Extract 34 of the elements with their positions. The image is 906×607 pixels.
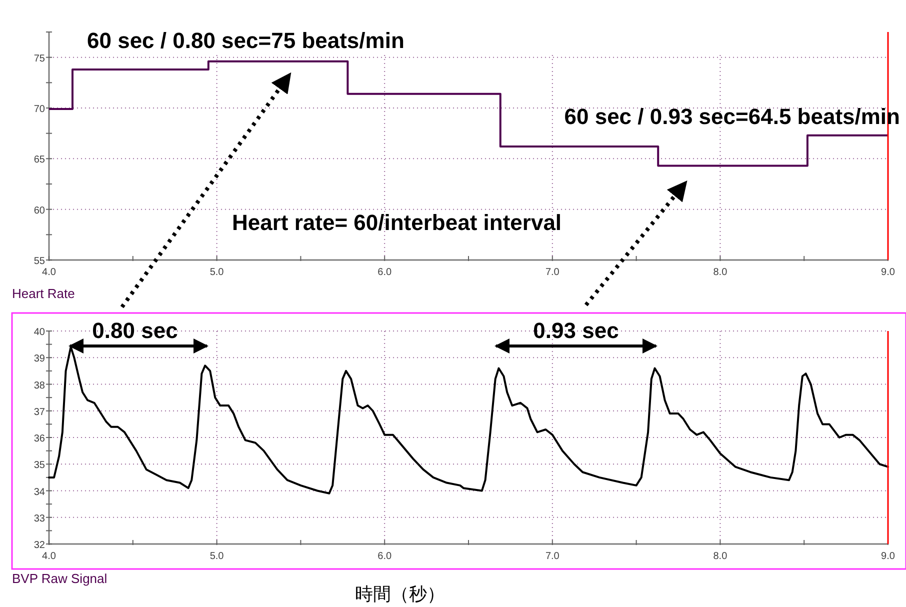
y-tick-label: 60 — [34, 205, 46, 216]
annotation: 60 sec / 0.80 sec=75 beats/min — [87, 28, 404, 53]
y-axis-title: BVP Raw Signal — [12, 571, 108, 586]
x-tick-label: 9.0 — [881, 551, 896, 562]
x-tick-label: 5.0 — [210, 551, 224, 562]
y-tick-label: 40 — [34, 327, 46, 338]
annotation: 0.93 sec — [533, 318, 619, 343]
x-axis-title: 時間（秒） — [355, 584, 445, 605]
x-tick-label: 8.0 — [713, 267, 728, 278]
annotation: 0.80 sec — [92, 318, 178, 343]
y-tick-label: 75 — [34, 53, 46, 64]
x-tick-label: 4.0 — [42, 267, 56, 278]
y-tick-label: 65 — [34, 154, 46, 166]
x-tick-label: 7.0 — [545, 551, 560, 562]
line-series — [48, 346, 889, 494]
y-tick-label: 36 — [34, 434, 46, 444]
y-tick-label: 32 — [34, 540, 46, 551]
y-tick-label: 37 — [34, 406, 46, 418]
y-tick-label: 39 — [34, 354, 46, 365]
y-tick-label: 34 — [34, 486, 46, 498]
y-tick-label: 55 — [34, 256, 46, 267]
y-tick-label: 35 — [34, 460, 46, 472]
y-tick-label: 33 — [34, 513, 46, 524]
x-tick-label: 6.0 — [378, 267, 392, 278]
x-tick-label: 9.0 — [881, 267, 896, 278]
x-tick-label: 7.0 — [545, 267, 560, 278]
y-axis-title: Heart Rate — [12, 286, 75, 301]
y-tick-label: 70 — [34, 104, 46, 115]
x-tick-label: 6.0 — [378, 551, 392, 562]
annotation: Heart rate= 60/interbeat interval — [232, 210, 562, 235]
x-tick-label: 4.0 — [42, 551, 56, 562]
x-tick-label: 8.0 — [713, 551, 728, 562]
y-tick-label: 38 — [34, 380, 46, 392]
x-tick-label: 5.0 — [210, 267, 224, 278]
